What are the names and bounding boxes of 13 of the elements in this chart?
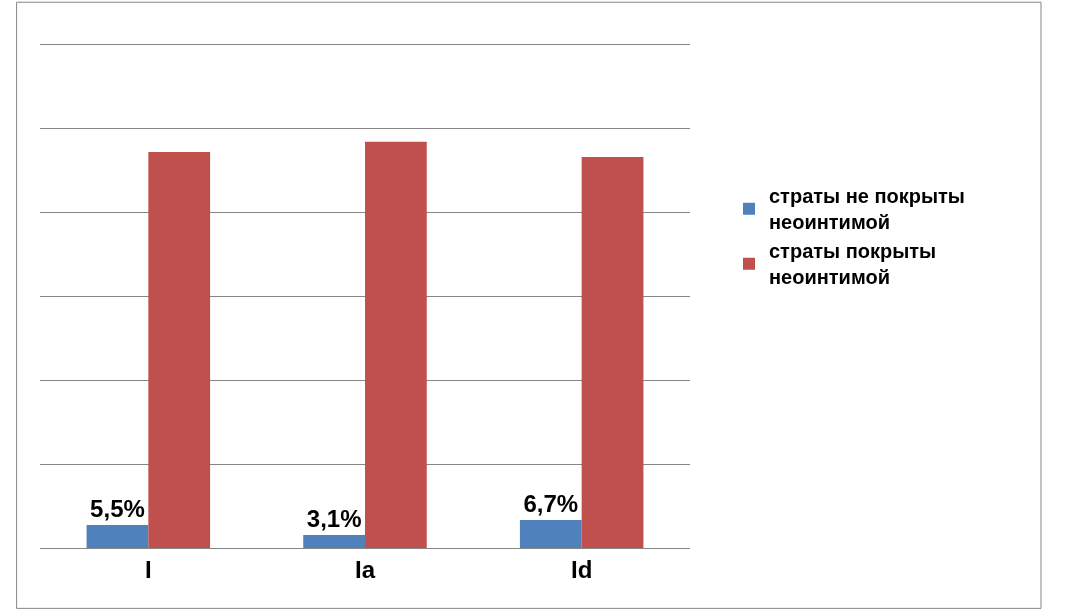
data-label: 3,1% <box>306 505 362 533</box>
bar <box>148 151 211 548</box>
x-tick-label: I <box>144 555 152 583</box>
bar <box>365 141 427 548</box>
data-label: 5,5% <box>90 494 145 522</box>
legend-label: страты покрыты неоинтимой <box>769 240 937 289</box>
x-tick-label: Ia <box>354 555 376 583</box>
data-label: 6,7% <box>523 489 579 517</box>
bar <box>303 535 365 548</box>
bar <box>86 524 149 548</box>
x-tick-label: Id <box>571 555 593 583</box>
bar <box>581 156 644 548</box>
bar <box>519 519 582 548</box>
